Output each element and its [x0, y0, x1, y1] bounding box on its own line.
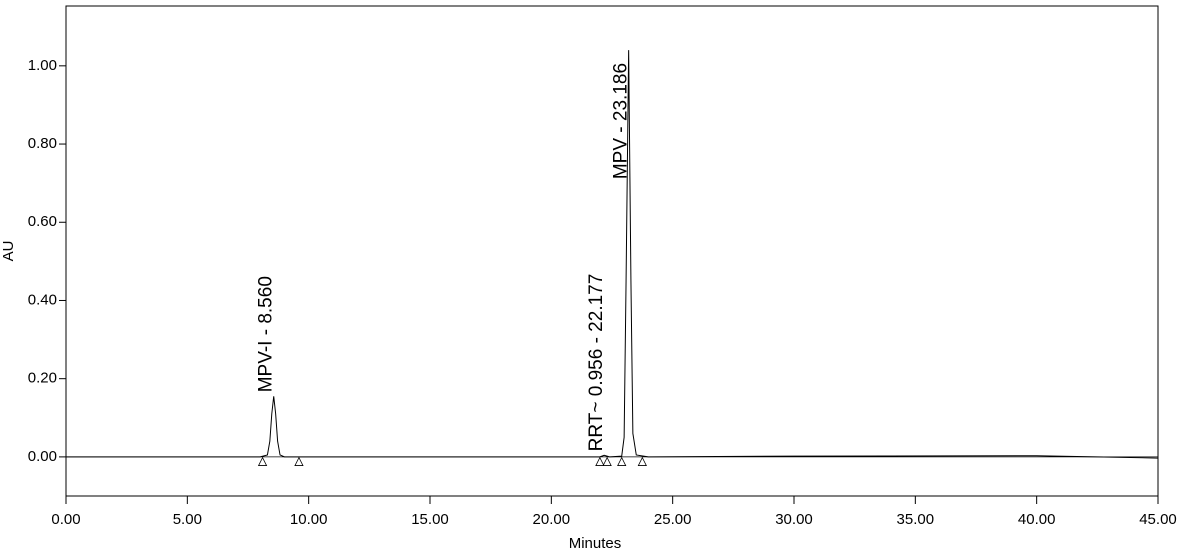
baseline-marker [595, 456, 605, 466]
y-tick-label: 0.60 [28, 213, 57, 230]
x-axis-label: Minutes [569, 535, 622, 552]
x-tick-label: 5.00 [173, 511, 202, 528]
baseline-marker [617, 456, 627, 466]
x-tick-label: 35.00 [897, 511, 935, 528]
x-tick-label: 0.00 [51, 511, 80, 528]
baseline-marker [294, 456, 304, 466]
x-tick-label: 25.00 [654, 511, 692, 528]
x-tick-label: 10.00 [290, 511, 328, 528]
x-tick-label: 30.00 [775, 511, 813, 528]
y-tick-label: 0.40 [28, 291, 57, 308]
trace [66, 50, 1159, 459]
peak-label: RRT~ 0.956 - 22.177 [586, 274, 607, 452]
y-tick-label: 0.00 [28, 448, 57, 465]
baseline-marker [257, 456, 268, 466]
baseline-marker [602, 456, 612, 466]
y-tick-label: 0.80 [28, 135, 57, 152]
x-tick-label: 45.00 [1139, 511, 1177, 528]
peak-label: MPV-I - 8.560 [256, 276, 277, 392]
x-tick-label: 20.00 [533, 511, 571, 528]
y-tick-label: 0.20 [28, 370, 57, 387]
x-tick-label: 40.00 [1018, 511, 1056, 528]
baseline-marker [637, 456, 647, 466]
y-tick-label: 1.00 [28, 57, 57, 74]
peak-label: MPV - 23.186 [611, 63, 632, 179]
plot-frame [65, 5, 1159, 497]
y-axis-label: AU [0, 241, 17, 262]
x-tick-label: 15.00 [411, 511, 449, 528]
